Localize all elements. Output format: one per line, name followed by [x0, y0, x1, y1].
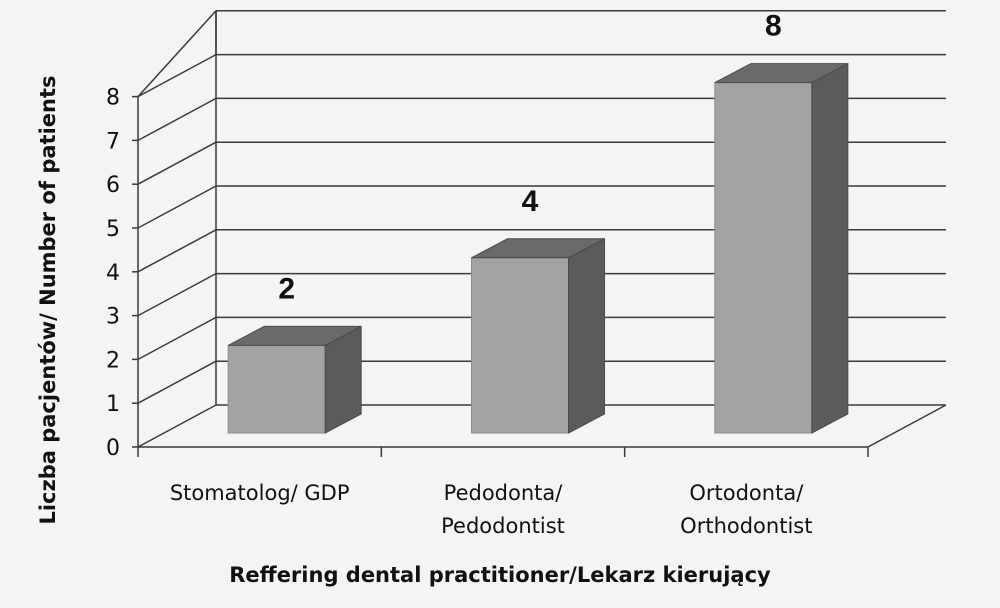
x-category-label: Stomatolog/ GDP: [170, 481, 350, 505]
gridline-diagonal: [137, 97, 217, 142]
bar: [471, 237, 605, 434]
bar-top-face: [471, 238, 605, 259]
gridline-diagonal: [137, 316, 217, 361]
gridline-diagonal: [137, 360, 217, 404]
gridline-diagonal: [137, 185, 217, 229]
labels: 2 Stomatolog/ GDP 4 Pedodonta/Pedodontist 8 O…: [170, 10, 813, 538]
y-tick-label: 3: [106, 305, 120, 330]
x-category-label-line: Orthodontist: [680, 514, 812, 538]
bar-top-face: [714, 63, 849, 84]
gridline-diagonal: [137, 229, 217, 273]
bar: [227, 325, 362, 434]
bar-side-face: [568, 237, 605, 434]
axes: 0 1 2 3 4 5 6 7 8: [106, 86, 869, 461]
y-tick-label: 1: [106, 392, 120, 417]
x-category-label: Ortodonta/Orthodontist: [680, 481, 812, 538]
bar-front-face: [714, 82, 813, 434]
gridline-diagonal: [137, 404, 217, 448]
bar-side-face: [811, 62, 849, 434]
y-tick-label: 2: [106, 348, 120, 373]
data-label: 2: [278, 272, 295, 305]
data-label: 4: [522, 185, 539, 218]
gridline-diagonal: [137, 272, 217, 317]
gridline-diagonal: [137, 10, 217, 98]
x-category-label: Pedodonta/Pedodontist: [441, 481, 565, 538]
y-tick-label: 6: [106, 173, 120, 198]
x-axis-title: Reffering dental practitioner/Lekarz kie…: [229, 563, 771, 587]
x-category-label-line: Ortodonta/: [689, 481, 804, 505]
gridline-diagonal: [137, 53, 217, 98]
bar-top-face: [227, 325, 362, 346]
y-tick-label: 5: [106, 217, 120, 242]
y-tick-label: 7: [106, 129, 120, 154]
x-category-label-line: Pedodonta/: [444, 481, 564, 505]
y-tick-label: 4: [106, 261, 120, 286]
bar-front-face: [471, 257, 569, 434]
bar: [714, 62, 849, 434]
y-tick-label: 8: [106, 86, 120, 111]
bar-front-face: [227, 344, 326, 434]
y-axis-title: Liczba pacjentów/ Number of patients: [36, 75, 60, 524]
bars: [227, 62, 849, 434]
data-label: 8: [765, 10, 782, 43]
x-category-label-line: Stomatolog/ GDP: [170, 481, 350, 505]
floor-edge: [867, 404, 947, 448]
y-tick-label: 0: [106, 436, 120, 461]
gridline-diagonal: [137, 141, 217, 185]
x-category-label-line: Pedodontist: [441, 514, 565, 538]
